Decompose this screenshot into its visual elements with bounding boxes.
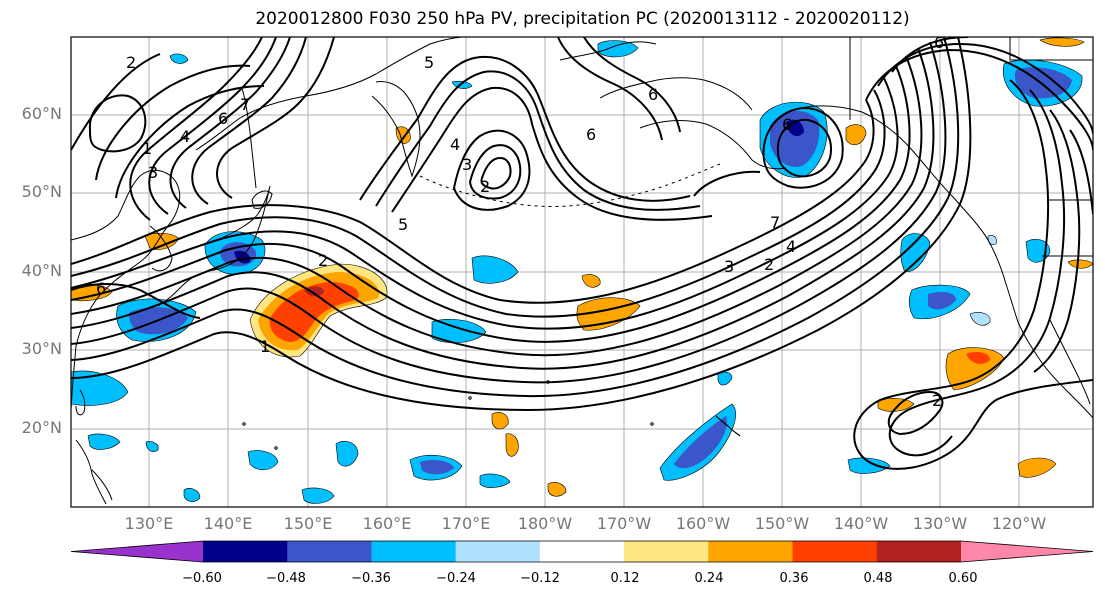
colorbar-segment — [961, 541, 1093, 562]
colorbar — [70, 540, 1094, 563]
lon-label-150w: 150°W — [754, 514, 810, 533]
colorbar-tick: −0.60 — [182, 571, 222, 586]
lon-label-130w: 130°W — [912, 514, 968, 533]
colorbar-tick: 0.24 — [694, 571, 724, 586]
colorbar-tick: 0.48 — [863, 571, 893, 586]
colorbar-tick: −0.36 — [351, 571, 391, 586]
contour-label: 6 — [96, 279, 106, 298]
lon-label-160e: 160°E — [362, 514, 412, 533]
contour-label: 5 — [398, 215, 408, 234]
contour-label: 7 — [240, 95, 250, 114]
lat-label-50n: 50°N — [21, 182, 62, 201]
lat-label-20n: 20°N — [21, 418, 62, 437]
colorbar-segment — [287, 541, 372, 562]
colorbar-segment — [708, 541, 794, 562]
coastlines — [71, 37, 1093, 505]
lat-label-30n: 30°N — [21, 339, 62, 358]
contour-label: 3 — [462, 155, 472, 174]
colorbar-segment — [624, 541, 709, 562]
colorbar-segment — [371, 541, 457, 562]
contour-label: 1 — [260, 337, 270, 356]
lon-label-140e: 140°E — [203, 514, 253, 533]
contour-label: 4 — [786, 237, 796, 256]
colorbar-tick: −0.24 — [436, 571, 476, 586]
colorbar-tick: 0.60 — [948, 571, 978, 586]
lon-label-180w: 180°W — [517, 514, 573, 533]
colorbar-tick: −0.48 — [266, 571, 306, 586]
contour-label: 2 — [932, 391, 942, 410]
contour-label: 6 — [782, 115, 792, 134]
colorbar-segment — [539, 541, 625, 562]
lon-label-130e: 130°E — [124, 514, 174, 533]
colorbar-tick: 0.12 — [610, 571, 640, 586]
contour-label: 2 — [480, 177, 490, 196]
gridlines — [71, 37, 1093, 507]
colorbar-outline — [70, 540, 1094, 563]
lat-label-40n: 40°N — [21, 261, 62, 280]
contour-label: 2 — [764, 255, 774, 274]
colorbar-segment — [876, 541, 962, 562]
colorbar-segment — [203, 541, 288, 562]
contour-label: 3 — [724, 257, 734, 276]
contour-label: 1 — [142, 139, 152, 158]
contour-label: 4 — [180, 127, 190, 146]
contour-label: 3 — [148, 163, 158, 182]
colorbar-tick: 0.36 — [779, 571, 809, 586]
lon-label-140w: 140°W — [833, 514, 889, 533]
colorbar-tick: −0.12 — [520, 571, 560, 586]
map-title: 2020012800 F030 250 hPa PV, precipitatio… — [255, 9, 910, 29]
contour-labels: 2 1 3 4 6 7 6 5 4 3 2 6 5 7 4 3 2 1 6 6 … — [96, 33, 944, 410]
contour-label: 5 — [424, 53, 434, 72]
lon-label-120w: 120°W — [991, 514, 1047, 533]
pv-contours — [71, 37, 1093, 470]
precipitation-shading — [71, 37, 1093, 504]
colorbar-segment — [455, 541, 541, 562]
lon-label-150e: 150°E — [283, 514, 333, 533]
contour-label: 2 — [318, 251, 328, 270]
contour-label: 4 — [450, 135, 460, 154]
colorbar-segment — [71, 541, 203, 562]
contour-label: 6 — [218, 109, 228, 128]
contour-label: 6 — [934, 33, 944, 52]
lon-label-170e: 170°E — [441, 514, 491, 533]
map-frame — [70, 36, 1094, 508]
colorbar-segment — [792, 541, 878, 562]
contour-label: 2 — [126, 53, 136, 72]
lat-label-60n: 60°N — [21, 104, 62, 123]
contour-label: 7 — [770, 213, 780, 232]
contour-label: 6 — [586, 125, 596, 144]
map-area: 2 1 3 4 6 7 6 5 4 3 2 6 5 7 4 3 2 1 6 6 … — [71, 33, 1093, 507]
contour-label: 6 — [648, 85, 658, 104]
lon-label-170w: 170°W — [596, 514, 652, 533]
lon-label-160w: 160°W — [675, 514, 731, 533]
